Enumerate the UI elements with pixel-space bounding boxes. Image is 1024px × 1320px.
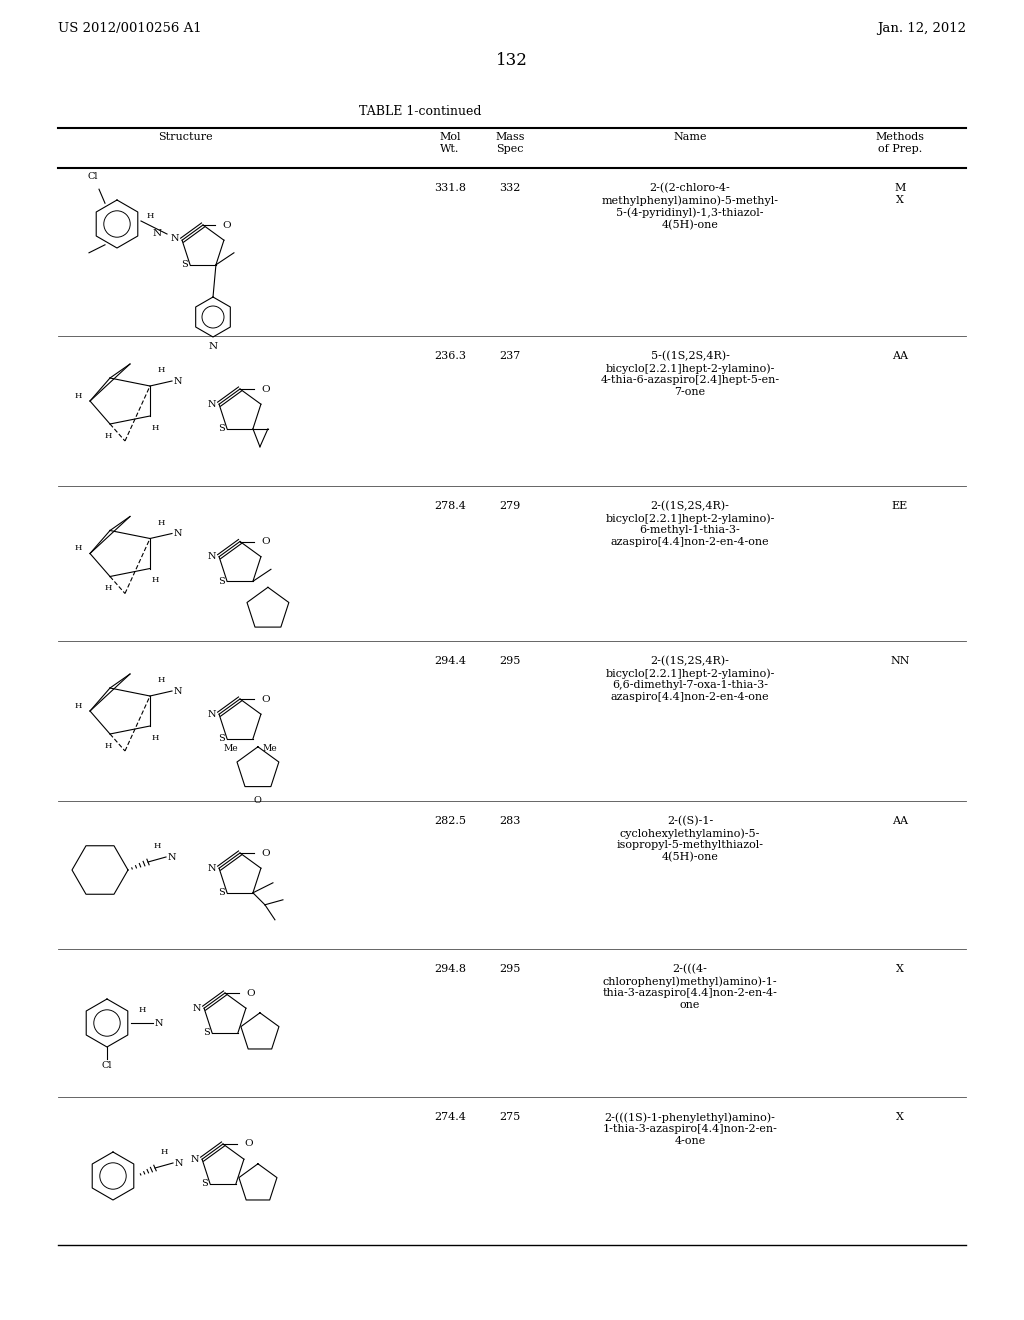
Text: 282.5: 282.5	[434, 816, 466, 826]
Text: S: S	[204, 1028, 210, 1038]
Text: N: N	[174, 376, 182, 385]
Text: 331.8: 331.8	[434, 183, 466, 193]
Text: Jan. 12, 2012: Jan. 12, 2012	[877, 22, 966, 36]
Text: M
X: M X	[894, 183, 905, 205]
Text: 295: 295	[500, 656, 520, 667]
Text: 2-((1S,2S,4R)-
bicyclo[2.2.1]hept-2-ylamino)-
6-methyl-1-thia-3-
azaspiro[4.4]no: 2-((1S,2S,4R)- bicyclo[2.2.1]hept-2-ylam…	[605, 502, 775, 546]
Text: S: S	[181, 260, 188, 269]
Text: O: O	[261, 384, 269, 393]
Text: N: N	[193, 1003, 201, 1012]
Text: S: S	[218, 577, 225, 586]
Text: S: S	[218, 734, 225, 743]
Text: N: N	[175, 1159, 183, 1167]
Text: H: H	[158, 519, 165, 527]
Text: AA: AA	[892, 816, 908, 826]
Text: 2-((1S,2S,4R)-
bicyclo[2.2.1]hept-2-ylamino)-
6,6-dimethyl-7-oxa-1-thia-3-
azasp: 2-((1S,2S,4R)- bicyclo[2.2.1]hept-2-ylam…	[605, 656, 775, 702]
Text: H: H	[146, 211, 154, 219]
Text: EE: EE	[892, 502, 908, 511]
Text: Name: Name	[673, 132, 707, 143]
Text: O: O	[254, 796, 262, 805]
Text: US 2012/0010256 A1: US 2012/0010256 A1	[58, 22, 202, 36]
Text: N: N	[174, 529, 182, 539]
Text: O: O	[261, 849, 269, 858]
Text: H: H	[161, 1148, 168, 1156]
Text: N: N	[208, 400, 216, 409]
Text: X: X	[896, 1111, 904, 1122]
Text: H: H	[158, 676, 165, 685]
Text: 283: 283	[500, 816, 520, 826]
Text: NN: NN	[890, 656, 909, 667]
Text: H: H	[75, 392, 82, 400]
Text: 5-((1S,2S,4R)-
bicyclo[2.2.1]hept-2-ylamino)-
4-thia-6-azaspiro[2.4]hept-5-en-
7: 5-((1S,2S,4R)- bicyclo[2.2.1]hept-2-ylam…	[600, 351, 779, 397]
Text: H: H	[104, 742, 112, 750]
Text: AA: AA	[892, 351, 908, 360]
Text: H: H	[104, 432, 112, 440]
Text: O: O	[244, 1139, 253, 1148]
Text: 332: 332	[500, 183, 520, 193]
Text: H: H	[104, 585, 112, 593]
Text: 236.3: 236.3	[434, 351, 466, 360]
Text: N: N	[208, 710, 216, 718]
Text: 294.4: 294.4	[434, 656, 466, 667]
Text: O: O	[261, 694, 269, 704]
Text: O: O	[261, 537, 269, 546]
Text: Cl: Cl	[101, 1061, 113, 1071]
Text: N: N	[190, 1155, 199, 1164]
Text: O: O	[246, 989, 255, 998]
Text: 2-((S)-1-
cyclohexylethylamino)-5-
isopropyl-5-methylthiazol-
4(5H)-one: 2-((S)-1- cyclohexylethylamino)-5- isopr…	[616, 816, 764, 862]
Text: N: N	[153, 230, 162, 239]
Text: Me: Me	[223, 744, 238, 754]
Text: N: N	[168, 853, 176, 862]
Text: H: H	[75, 544, 82, 553]
Text: H: H	[154, 842, 161, 850]
Text: Structure: Structure	[158, 132, 212, 143]
Text: 275: 275	[500, 1111, 520, 1122]
Text: H: H	[138, 1006, 145, 1014]
Text: 2-(((1S)-1-phenylethyl)amino)-
1-thia-3-azaspiro[4.4]non-2-en-
4-one: 2-(((1S)-1-phenylethyl)amino)- 1-thia-3-…	[602, 1111, 777, 1146]
Text: 278.4: 278.4	[434, 502, 466, 511]
Text: 274.4: 274.4	[434, 1111, 466, 1122]
Text: N: N	[208, 863, 216, 873]
Text: Methods
of Prep.: Methods of Prep.	[876, 132, 925, 153]
Text: H: H	[152, 424, 160, 432]
Text: N: N	[208, 552, 216, 561]
Text: N: N	[174, 686, 182, 696]
Text: 295: 295	[500, 964, 520, 974]
Text: 294.8: 294.8	[434, 964, 466, 974]
Text: S: S	[218, 888, 225, 898]
Text: 2-(((4-
chlorophenyl)methyl)amino)-1-
thia-3-azaspiro[4.4]non-2-en-4-
one: 2-(((4- chlorophenyl)methyl)amino)-1- th…	[602, 964, 777, 1010]
Text: N: N	[155, 1019, 164, 1027]
Text: 279: 279	[500, 502, 520, 511]
Text: H: H	[158, 367, 165, 375]
Text: Cl: Cl	[88, 172, 98, 181]
Text: 2-((2-chloro-4-
methylphenyl)amino)-5-methyl-
5-(4-pyridinyl)-1,3-thiazol-
4(5H): 2-((2-chloro-4- methylphenyl)amino)-5-me…	[601, 183, 778, 230]
Text: H: H	[75, 702, 82, 710]
Text: 237: 237	[500, 351, 520, 360]
Text: 132: 132	[496, 51, 528, 69]
Text: Me: Me	[263, 744, 278, 754]
Text: S: S	[218, 424, 225, 433]
Text: N: N	[209, 342, 217, 351]
Text: TABLE 1-continued: TABLE 1-continued	[358, 106, 481, 117]
Text: N: N	[171, 234, 179, 243]
Text: H: H	[152, 577, 160, 585]
Text: X: X	[896, 964, 904, 974]
Text: Mass
Spec: Mass Spec	[496, 132, 524, 153]
Text: H: H	[152, 734, 160, 742]
Text: S: S	[202, 1179, 208, 1188]
Text: O: O	[222, 220, 230, 230]
Text: Mol
Wt.: Mol Wt.	[439, 132, 461, 153]
